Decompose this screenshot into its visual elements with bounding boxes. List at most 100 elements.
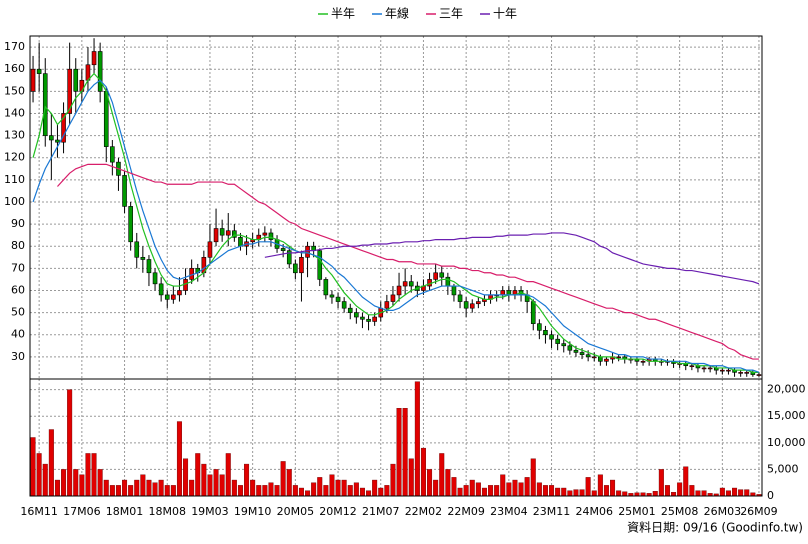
volume-bar: [54, 479, 60, 497]
volume-bar: [695, 490, 701, 497]
candle-body: [561, 343, 567, 347]
volume-bar: [274, 485, 280, 497]
candle-body: [604, 358, 609, 362]
ma-line: [32, 79, 760, 373]
volume-bar: [652, 491, 658, 497]
volume-bar: [317, 477, 323, 497]
volume-bar: [134, 479, 140, 497]
candle-body: [97, 51, 103, 92]
volume-bar: [219, 474, 225, 497]
candle-body: [640, 360, 646, 363]
volume-bar: [280, 461, 286, 497]
candle-body: [756, 374, 762, 376]
volume-bar: [292, 485, 298, 497]
candle-body: [171, 294, 176, 300]
candle-body: [110, 146, 115, 163]
candle-body: [549, 334, 554, 340]
candle-body: [323, 279, 329, 296]
y2-tick-label: 10,000: [767, 436, 806, 449]
candle-body: [360, 316, 365, 320]
candle-body: [469, 303, 475, 309]
volume-bar: [469, 479, 475, 497]
volume-bar: [353, 482, 359, 497]
volume-bar: [268, 482, 274, 497]
candle-body: [579, 352, 585, 355]
candle-body: [408, 281, 414, 287]
volume-bar: [237, 485, 243, 497]
x-tick-label: 18M01: [106, 505, 144, 518]
x-tick-label: 21M07: [362, 505, 400, 518]
y-tick-label: 160: [4, 62, 25, 75]
candle-body: [238, 237, 243, 247]
volume-bar: [91, 453, 97, 497]
volume-bar: [359, 487, 365, 497]
candle-body: [506, 290, 512, 296]
y2-tick-label: 0: [767, 489, 774, 502]
candle-body: [280, 248, 286, 251]
y-tick-label: 110: [4, 173, 25, 186]
candle-body: [402, 281, 408, 287]
volume-bar: [567, 490, 573, 497]
x-tick-label: 18M08: [149, 505, 187, 518]
volume-bar: [201, 463, 207, 497]
candle-body: [146, 259, 152, 274]
volume-bar: [457, 487, 463, 497]
candle-body: [268, 232, 274, 240]
y-tick-label: 60: [11, 283, 25, 296]
candle-body: [591, 356, 597, 359]
volume-bar: [512, 479, 518, 497]
volume-bar: [664, 485, 670, 497]
candle-body: [451, 285, 457, 296]
volume-bar: [683, 466, 689, 497]
volume-bar: [36, 453, 42, 497]
volume-bar: [378, 487, 384, 497]
candle-body: [177, 290, 182, 296]
volume-bar: [323, 485, 329, 497]
volume-bar: [603, 485, 609, 497]
volume-bar: [170, 485, 176, 497]
candle-body: [354, 312, 359, 318]
volume-bar: [616, 490, 622, 497]
y2-tick-label: 20,000: [767, 383, 806, 396]
candle-body: [701, 367, 707, 370]
volume-bar: [384, 485, 390, 497]
candle-body: [396, 285, 402, 296]
volume-bar: [500, 474, 506, 497]
source-note: 資料日期: 09/16 (Goodinfo.tw): [627, 521, 803, 535]
candle-body: [530, 301, 536, 324]
volume-bar: [524, 477, 530, 497]
y-tick-label: 90: [11, 217, 25, 230]
candle-body: [232, 230, 237, 238]
ma-line: [264, 232, 760, 285]
candle-body: [744, 372, 750, 374]
volume-bar: [231, 479, 237, 497]
volume-bar: [366, 490, 372, 497]
candle-body: [347, 307, 353, 313]
volume-bar: [176, 421, 182, 497]
candle-body: [457, 294, 463, 302]
volume-bar: [122, 479, 128, 497]
volume-bar: [30, 437, 36, 497]
candle-body: [567, 345, 573, 351]
y-tick-label: 70: [11, 261, 25, 274]
volume-bar: [329, 474, 335, 497]
volume-bar: [286, 469, 292, 497]
x-tick-label: 22M09: [447, 505, 485, 518]
candle-body: [299, 256, 304, 274]
volume-bar: [67, 389, 73, 497]
volume-bar: [341, 479, 347, 497]
candle-body: [384, 301, 390, 309]
ma-line: [57, 163, 759, 360]
volume-bar: [579, 489, 585, 497]
legend-label: 十年: [493, 7, 517, 21]
volume-bar: [451, 477, 457, 497]
volume-bar: [128, 485, 134, 497]
candle-body: [585, 354, 591, 358]
x-tick-label: 20M05: [277, 505, 315, 518]
candle-body: [61, 113, 66, 143]
volume-bar: [115, 485, 121, 497]
volume-bar: [73, 469, 79, 497]
volume-bar: [732, 487, 738, 497]
candle-body: [286, 250, 292, 265]
volume-bar: [677, 482, 683, 497]
